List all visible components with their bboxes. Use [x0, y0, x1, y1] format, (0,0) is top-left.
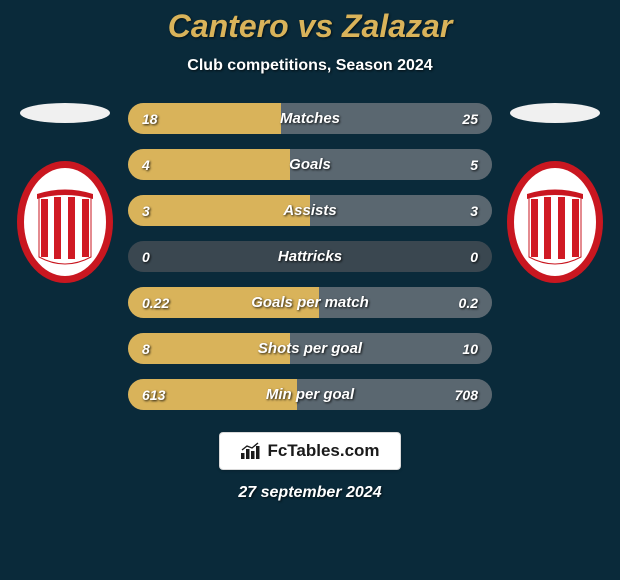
- stat-label: Goals per match: [128, 294, 492, 311]
- stat-row: Goals4 5: [128, 149, 492, 180]
- comparison-card: Cantero vs Zalazar Club competitions, Se…: [0, 0, 620, 580]
- subtitle: Club competitions, Season 2024: [187, 57, 432, 75]
- stat-value-right: 708: [455, 387, 478, 403]
- stat-value-left: 0: [142, 249, 150, 265]
- stat-label: Assists: [128, 202, 492, 219]
- stat-value-left: 613: [142, 387, 165, 403]
- page-title: Cantero vs Zalazar: [168, 8, 453, 45]
- stat-label: Min per goal: [128, 386, 492, 403]
- crest-shadow-right: [510, 103, 600, 123]
- stat-value-right: 0.2: [459, 295, 478, 311]
- brand-badge: FcTables.com: [219, 432, 400, 470]
- stat-label: Shots per goal: [128, 340, 492, 357]
- date-text: 27 september 2024: [238, 484, 381, 502]
- stats-column: Matches18 25 Goals4 5 Assists3 3 Hattricks0 0 Go…: [128, 103, 492, 410]
- stat-label: Hattricks: [128, 248, 492, 265]
- stat-value-left: 0.22: [142, 295, 169, 311]
- stat-value-right: 3: [470, 203, 478, 219]
- stat-row: Assists3 3: [128, 195, 492, 226]
- stat-value-right: 0: [470, 249, 478, 265]
- stat-value-left: 3: [142, 203, 150, 219]
- club-crest-right: [505, 159, 605, 285]
- stat-value-right: 25: [462, 111, 478, 127]
- chart-icon: [240, 442, 260, 460]
- player-right-col: [500, 103, 610, 285]
- stat-row: Hattricks0 0: [128, 241, 492, 272]
- stat-row: Min per goal613 708: [128, 379, 492, 410]
- stat-label: Goals: [128, 156, 492, 173]
- crest-shadow-left: [20, 103, 110, 123]
- stat-value-left: 4: [142, 157, 150, 173]
- stat-value-right: 5: [470, 157, 478, 173]
- player-left-col: [10, 103, 120, 285]
- club-crest-left: [15, 159, 115, 285]
- stat-value-left: 18: [142, 111, 158, 127]
- stat-value-left: 8: [142, 341, 150, 357]
- stat-value-right: 10: [462, 341, 478, 357]
- footer: FcTables.com 27 september 2024: [219, 432, 400, 502]
- brand-text: FcTables.com: [267, 441, 379, 461]
- stat-row: Shots per goal8 10: [128, 333, 492, 364]
- main-row: Matches18 25 Goals4 5 Assists3 3 Hattricks0 0 Go…: [0, 103, 620, 410]
- stat-row: Goals per match0.22 0.2: [128, 287, 492, 318]
- stat-row: Matches18 25: [128, 103, 492, 134]
- stat-label: Matches: [128, 110, 492, 127]
